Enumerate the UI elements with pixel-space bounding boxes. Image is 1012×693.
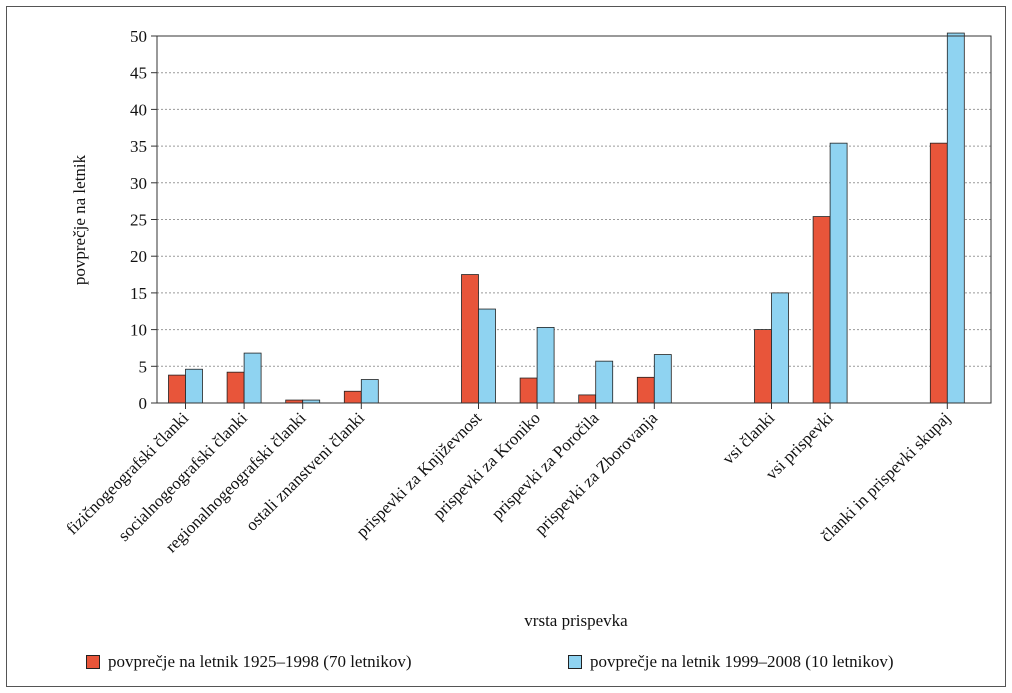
x-axis-ticks (185, 403, 948, 409)
bar-red-10 (929, 142, 948, 404)
bar-blue-10 (946, 32, 965, 404)
bar-red-8 (754, 329, 772, 404)
bar-blue-7 (653, 354, 672, 404)
bar-red-6 (578, 394, 597, 404)
bar-red-4 (461, 274, 479, 404)
y-tick-label: 35 (130, 137, 147, 156)
bar-blue-6 (595, 360, 614, 404)
y-tick-label: 15 (130, 284, 147, 303)
bar-red-3 (343, 390, 362, 404)
y-axis-title: povprečje na letnik (70, 154, 89, 285)
chart-frame (6, 6, 1006, 687)
gridlines (157, 72, 991, 367)
y-tick-label: 30 (130, 174, 147, 193)
legend-item-series-1: povprečje na letnik 1925–1998 (70 letnik… (86, 650, 412, 674)
y-tick-label: 25 (130, 211, 147, 230)
y-tick-label: 50 (130, 27, 147, 46)
category-label: vsi članki (718, 408, 778, 468)
bar-blue-4 (478, 308, 496, 404)
bar-blue-8 (771, 292, 789, 404)
y-tick-label: 45 (130, 64, 147, 83)
bar-blue-9 (829, 142, 848, 404)
bar-red-1 (226, 371, 245, 404)
legend-item-series-2: povprečje na letnik 1999–2008 (10 letnik… (568, 650, 894, 674)
legend-label-series-1: povprečje na letnik 1925–1998 (70 letnik… (108, 652, 412, 671)
category-labels: fizičnogeografski člankisocialnogeografs… (62, 408, 954, 556)
bars (168, 32, 965, 404)
category-label: prispevki za Kroniko (429, 408, 544, 523)
legend-label-series-2: povprečje na letnik 1999–2008 (10 letnik… (590, 652, 894, 671)
bar-red-5 (519, 377, 538, 404)
legend-swatch-red (86, 655, 100, 669)
bar-red-9 (812, 216, 831, 404)
y-tick-label: 20 (130, 247, 147, 266)
bar-red-0 (168, 374, 186, 404)
y-tick-label: 40 (130, 100, 147, 119)
y-tick-label: 0 (139, 394, 148, 413)
y-tick-label: 10 (130, 321, 147, 340)
bar-blue-1 (243, 352, 262, 404)
legend-swatch-blue (568, 655, 582, 669)
category-label: prispevki za Poročila (488, 408, 603, 523)
x-axis-title: vrsta prispevka (524, 611, 628, 630)
category-label: ostali znanstveni članki (242, 408, 368, 534)
category-label: članki in prispevki skupaj (817, 408, 954, 545)
bar-blue-3 (360, 379, 379, 404)
y-axis-ticks: 0 5 10 15 20 25 30 35 40 45 50 (130, 27, 157, 413)
bar-blue-5 (536, 326, 555, 404)
bar-red-7 (636, 376, 655, 404)
plot-area-border (156, 35, 992, 404)
bar-blue-0 (185, 368, 203, 404)
y-tick-label: 5 (139, 357, 148, 376)
